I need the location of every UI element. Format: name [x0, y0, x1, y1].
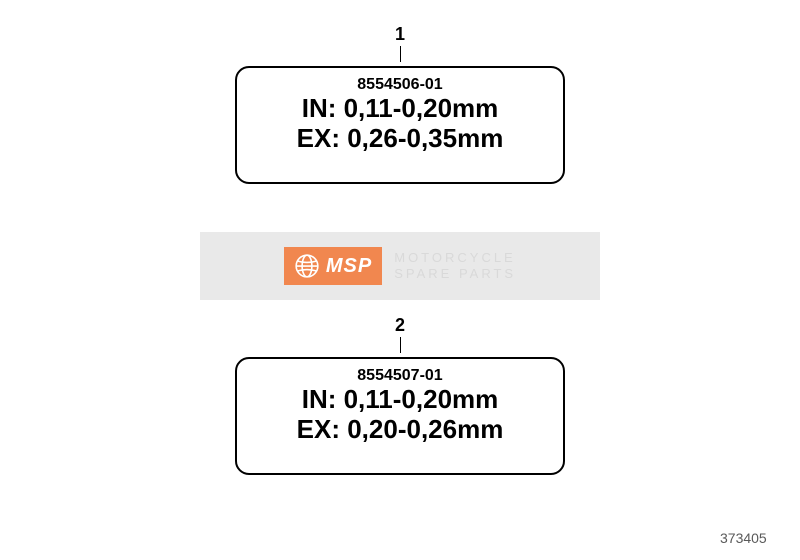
spec-line: EX: 0,20-0,26mm: [255, 415, 545, 445]
watermark-subtext-line: SPARE PARTS: [394, 266, 516, 282]
globe-icon: [294, 253, 320, 279]
part-number: 8554506-01: [255, 76, 545, 94]
spec-line: IN: 0,11-0,20mm: [255, 94, 545, 124]
callout-number: 2: [395, 315, 405, 336]
spec-label-box: 8554507-01IN: 0,11-0,20mmEX: 0,20-0,26mm: [235, 357, 565, 475]
watermark: MSP MOTORCYCLESPARE PARTS: [200, 232, 600, 300]
watermark-subtext-line: MOTORCYCLE: [394, 250, 516, 266]
spec-line: IN: 0,11-0,20mm: [255, 385, 545, 415]
watermark-subtext: MOTORCYCLESPARE PARTS: [394, 250, 516, 283]
callout-tick: [400, 46, 401, 62]
watermark-msp-text: MSP: [326, 255, 372, 278]
diagram-id: 373405: [720, 530, 767, 546]
spec-label-box: 8554506-01IN: 0,11-0,20mmEX: 0,26-0,35mm: [235, 66, 565, 184]
callout-number: 1: [395, 24, 405, 45]
part-number: 8554507-01: [255, 367, 545, 385]
callout-tick: [400, 337, 401, 353]
spec-line: EX: 0,26-0,35mm: [255, 124, 545, 154]
watermark-badge: MSP: [284, 247, 382, 285]
